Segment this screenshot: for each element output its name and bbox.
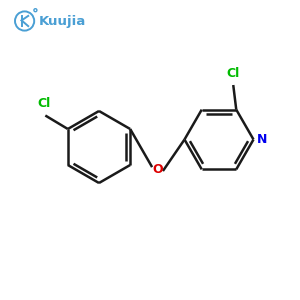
Text: Cl: Cl [226,67,240,80]
Text: O: O [152,163,163,176]
Text: Cl: Cl [37,98,50,110]
Text: Kuujia: Kuujia [39,14,86,28]
Text: N: N [257,133,268,146]
